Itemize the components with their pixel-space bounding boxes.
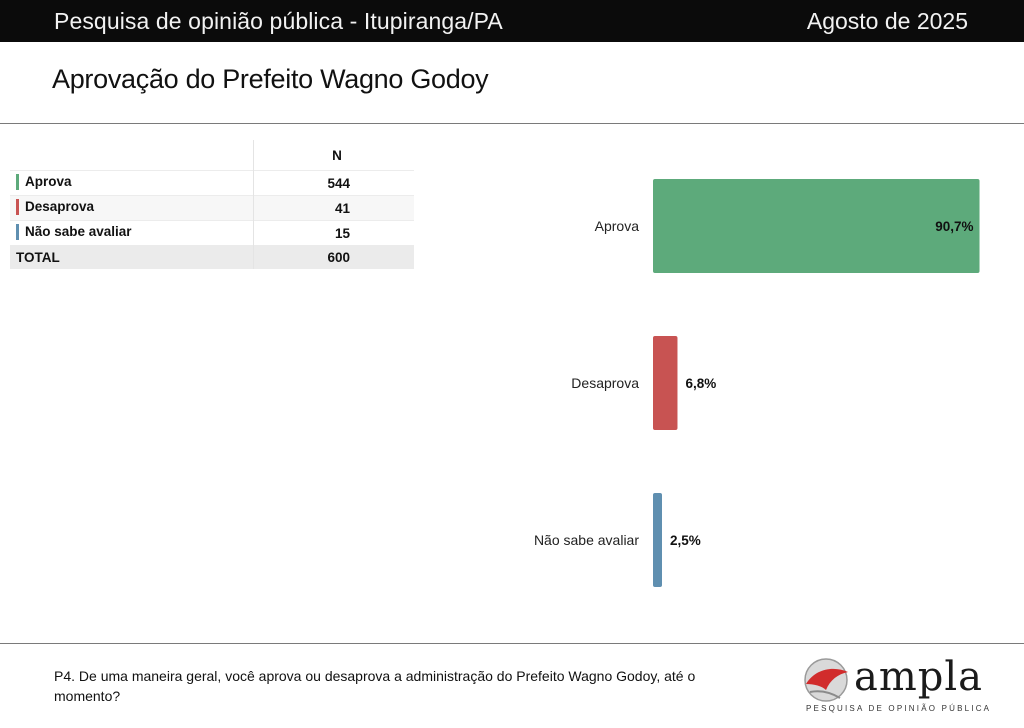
table-header-row: N bbox=[10, 140, 414, 171]
category-label-aprova: Aprova bbox=[595, 218, 640, 234]
logo-tagline: PESQUISA DE OPINIÃO PÚBLICA bbox=[806, 704, 992, 713]
row-label-aprova: Aprova bbox=[16, 173, 72, 190]
table-row: Não sabe avaliar 15 bbox=[10, 220, 414, 245]
frequency-table: N Aprova 544 Desaprova 41 Não sabe avali… bbox=[10, 140, 414, 269]
ampla-logo: ampla PESQUISA DE OPINIÃO PÚBLICA bbox=[800, 652, 990, 722]
color-swatch-aprova bbox=[16, 173, 19, 190]
row-value-desaprova: 41 bbox=[253, 195, 414, 221]
divider-bottom bbox=[0, 643, 1024, 644]
ampla-logo-icon bbox=[804, 658, 848, 702]
column-header-n: N bbox=[253, 140, 414, 171]
row-label-text: Aprova bbox=[25, 174, 72, 189]
total-value: 600 bbox=[253, 245, 414, 269]
survey-date: Agosto de 2025 bbox=[806, 8, 968, 34]
page-title: Aprovação do Prefeito Wagno Godoy bbox=[52, 64, 489, 94]
value-label-nao-sabe-avaliar: 2,5% bbox=[670, 533, 701, 548]
table-total-row: TOTAL 600 bbox=[10, 245, 414, 269]
table-row: Aprova 544 bbox=[10, 170, 414, 196]
category-label-desaprova: Desaprova bbox=[571, 375, 639, 391]
value-label-aprova: 90,7% bbox=[935, 219, 973, 234]
table-header-empty bbox=[10, 140, 254, 171]
row-value-aprova: 544 bbox=[253, 170, 414, 196]
bar-desaprova bbox=[653, 336, 678, 430]
bar-nao-sabe-avaliar bbox=[653, 493, 662, 587]
header-bar: Pesquisa de opinião pública - Itupiranga… bbox=[0, 0, 1024, 42]
question-text: P4. De uma maneira geral, você aprova ou… bbox=[54, 668, 696, 704]
row-label-text: Não sabe avaliar bbox=[25, 224, 132, 239]
color-swatch-desaprova bbox=[16, 198, 19, 215]
row-label-text: Desaprova bbox=[25, 199, 95, 214]
value-label-desaprova: 6,8% bbox=[685, 376, 716, 391]
row-value-nao-sabe: 15 bbox=[253, 220, 414, 245]
table-row: Desaprova 41 bbox=[10, 195, 414, 221]
row-label-nao-sabe: Não sabe avaliar bbox=[16, 223, 132, 240]
row-label-desaprova: Desaprova bbox=[16, 198, 95, 215]
bar-aprova bbox=[653, 179, 980, 273]
approval-bar-chart: Aprova 90,7% Desaprova 6,8% Não sabe avaliar… bbox=[534, 179, 980, 587]
color-swatch-nao-sabe bbox=[16, 223, 19, 240]
category-label-nao-sabe-avaliar: Não sabe avaliar bbox=[534, 532, 639, 548]
total-label: TOTAL bbox=[10, 245, 254, 269]
divider-top bbox=[0, 123, 1024, 124]
survey-title: Pesquisa de opinião pública - Itupiranga… bbox=[54, 8, 503, 34]
logo-wordmark: ampla bbox=[854, 654, 984, 700]
